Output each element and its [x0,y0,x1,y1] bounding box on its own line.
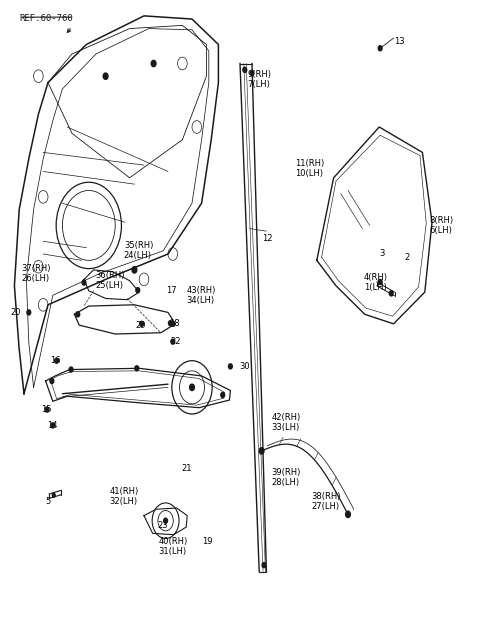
Text: 22: 22 [170,337,181,346]
Circle shape [262,563,266,568]
Text: 17: 17 [166,286,176,295]
Circle shape [228,364,232,369]
Circle shape [76,312,80,317]
Circle shape [103,73,108,79]
Text: 12: 12 [262,234,272,243]
Circle shape [171,321,175,326]
Circle shape [259,448,264,454]
Text: 36(RH)
25(LH): 36(RH) 25(LH) [95,271,124,290]
Text: 37(RH)
26(LH): 37(RH) 26(LH) [22,264,51,283]
Text: 40(RH)
31(LH): 40(RH) 31(LH) [158,537,188,556]
Text: 42(RH)
33(LH): 42(RH) 33(LH) [271,413,300,432]
Circle shape [136,288,140,293]
Text: 3: 3 [379,250,384,258]
Circle shape [140,321,144,326]
Text: 9(RH)
7(LH): 9(RH) 7(LH) [247,70,271,89]
Text: 38(RH)
27(LH): 38(RH) 27(LH) [311,492,340,511]
Circle shape [52,493,55,497]
Text: 14: 14 [47,421,58,430]
Text: REF.60-760: REF.60-760 [19,14,73,23]
Circle shape [55,358,59,363]
Text: 8(RH)
6(LH): 8(RH) 6(LH) [430,216,454,235]
Circle shape [69,367,73,372]
Circle shape [378,46,382,51]
Circle shape [221,392,225,398]
Text: 35(RH)
24(LH): 35(RH) 24(LH) [124,241,153,260]
Text: 23: 23 [157,521,168,530]
Circle shape [45,407,49,412]
Text: 13: 13 [394,37,404,46]
Text: 15: 15 [41,405,51,414]
Circle shape [27,310,31,315]
Text: 16: 16 [50,356,61,365]
Text: 5: 5 [46,497,51,506]
Circle shape [243,67,247,72]
Text: 4(RH)
1(LH): 4(RH) 1(LH) [364,273,388,292]
Circle shape [389,291,393,296]
Text: 43(RH)
34(LH): 43(RH) 34(LH) [186,286,216,305]
Circle shape [250,70,254,76]
Circle shape [171,339,175,344]
Text: 41(RH)
32(LH): 41(RH) 32(LH) [109,487,139,506]
Circle shape [135,366,139,371]
Text: 2: 2 [405,253,409,262]
Circle shape [190,384,194,391]
Text: 19: 19 [203,537,213,545]
Text: 21: 21 [181,464,192,473]
Circle shape [164,518,168,523]
Circle shape [51,423,55,428]
Circle shape [132,267,137,273]
Text: 30: 30 [239,362,250,371]
Circle shape [378,279,382,284]
Text: 18: 18 [169,319,180,328]
Circle shape [82,280,86,285]
Circle shape [50,378,54,384]
Circle shape [151,60,156,67]
Circle shape [168,321,172,326]
Circle shape [346,511,350,518]
Text: 11(RH)
10(LH): 11(RH) 10(LH) [295,159,324,178]
Text: 20: 20 [11,308,21,317]
Text: 39(RH)
28(LH): 39(RH) 28(LH) [271,468,300,487]
Text: 29: 29 [135,321,146,330]
